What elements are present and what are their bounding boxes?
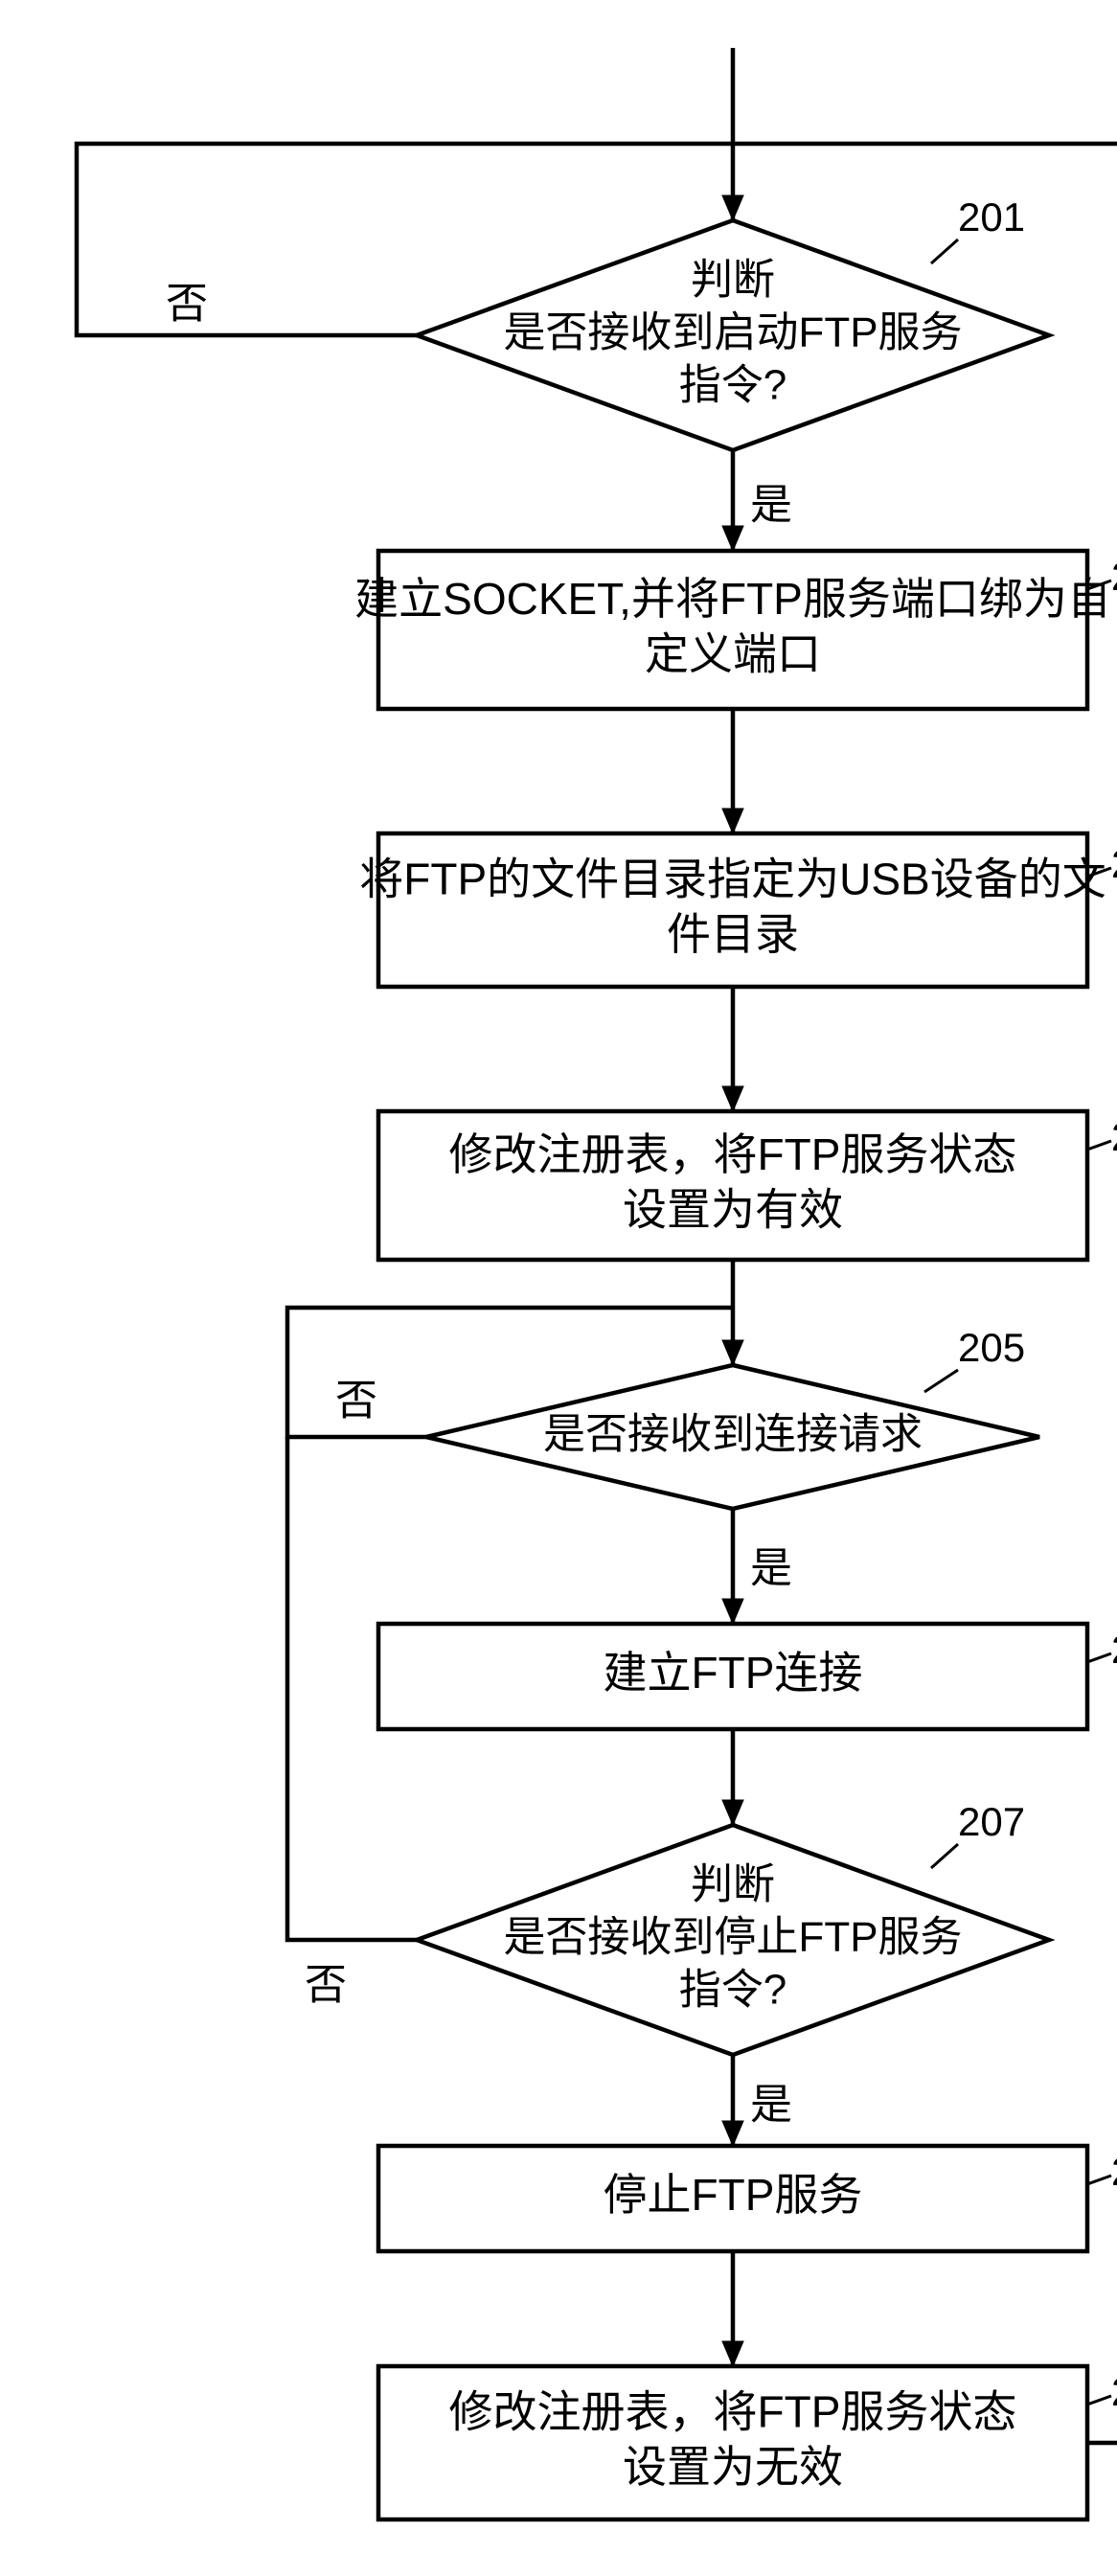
leader-d207 bbox=[931, 1844, 958, 1868]
leader-d201 bbox=[931, 239, 958, 263]
step-p202: 202 bbox=[1111, 554, 1117, 599]
step-p204: 204 bbox=[1111, 1114, 1117, 1159]
label-d201-line2: 指令? bbox=[679, 362, 786, 409]
label-p203-line0: 将FTP的文件目录指定为USB设备的文 bbox=[359, 854, 1106, 903]
edge-label-e201_202: 是 bbox=[750, 482, 792, 529]
label-d205-line0: 是否接收到连接请求 bbox=[543, 1411, 923, 1458]
leader-p209 bbox=[1087, 2396, 1111, 2405]
edge-label-e207_208: 是 bbox=[750, 2082, 792, 2129]
label-p209-line1: 设置为无效 bbox=[623, 2442, 843, 2492]
step-p203: 203 bbox=[1111, 841, 1117, 886]
label-d201-line0: 判断 bbox=[691, 257, 775, 304]
label-d207-line0: 判断 bbox=[691, 1861, 775, 1908]
label-p202-line1: 定义端口 bbox=[645, 628, 821, 678]
label-d201-line1: 是否接收到启动FTP服务 bbox=[503, 309, 962, 356]
step-d205: 205 bbox=[958, 1325, 1025, 1370]
label-p203-line1: 件目录 bbox=[667, 909, 799, 959]
step-p209: 209 bbox=[1111, 2369, 1117, 2414]
label-d207-line2: 指令? bbox=[679, 1967, 786, 2014]
step-d201: 201 bbox=[958, 194, 1025, 239]
edge-label-e207_no: 否 bbox=[305, 1962, 347, 2009]
label-p209-line0: 修改注册表，将FTP服务状态 bbox=[449, 2386, 1017, 2436]
step-p206: 206 bbox=[1111, 1627, 1117, 1672]
label-p208-line0: 停止FTP服务 bbox=[604, 2170, 863, 2220]
leader-p204 bbox=[1087, 1141, 1111, 1150]
edge-label-e205_206: 是 bbox=[750, 1545, 792, 1592]
label-p206-line0: 建立FTP连接 bbox=[604, 1648, 863, 1698]
label-p202-line0: 建立SOCKET,并将FTP服务端口绑为自 bbox=[354, 574, 1111, 624]
step-p208: 208 bbox=[1111, 2149, 1117, 2194]
step-d207: 207 bbox=[958, 1799, 1025, 1844]
label-p204-line1: 设置为有效 bbox=[623, 1184, 843, 1234]
edge-label-e205_no: 否 bbox=[335, 1378, 377, 1425]
label-d207-line1: 是否接收到停止FTP服务 bbox=[503, 1914, 962, 1961]
leader-d205 bbox=[924, 1370, 958, 1392]
leader-p208 bbox=[1087, 2176, 1111, 2184]
leader-p206 bbox=[1087, 1653, 1111, 1662]
edge-label-e201_no: 否 bbox=[166, 281, 208, 328]
label-p204-line0: 修改注册表，将FTP服务状态 bbox=[449, 1129, 1017, 1179]
